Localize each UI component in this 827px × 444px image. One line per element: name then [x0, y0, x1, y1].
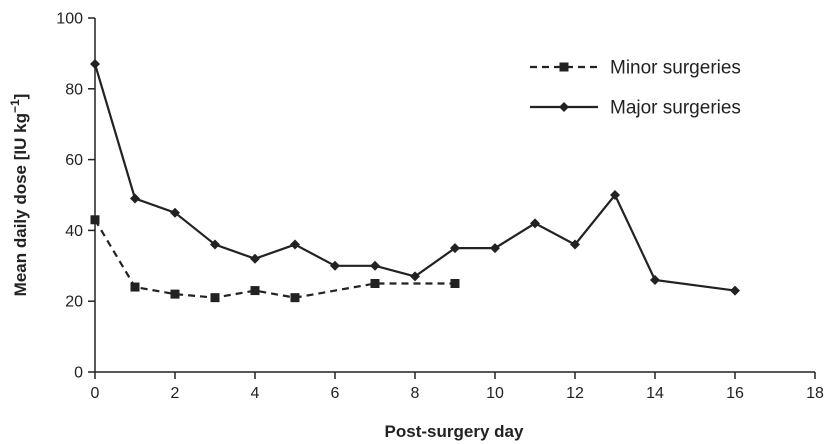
- axes: [94, 18, 815, 373]
- data-point-minor-surgeries: [450, 279, 460, 288]
- y-axis-title-close: ]: [11, 94, 30, 100]
- series-line-minor-surgeries: [94, 219, 455, 299]
- y-tick-label: 100: [56, 11, 83, 28]
- data-point-major-surgeries: [290, 239, 300, 250]
- y-tick-label: 80: [65, 81, 83, 98]
- data-point-major-surgeries: [530, 218, 540, 229]
- legend: Minor surgeries Major surgeries: [530, 58, 741, 119]
- data-point-minor-surgeries: [130, 282, 140, 292]
- data-point-minor-surgeries: [290, 293, 300, 303]
- y-tick-label: 20: [65, 294, 83, 311]
- data-point-major-surgeries: [450, 243, 460, 254]
- data-point-major-surgeries: [410, 271, 420, 282]
- data-point-major-surgeries: [570, 239, 580, 250]
- data-point-major-surgeries: [130, 193, 140, 204]
- x-tick-label: 6: [331, 385, 340, 402]
- x-tick-label: 0: [91, 385, 100, 402]
- data-point-minor-surgeries: [210, 293, 220, 303]
- series-layer: [90, 59, 740, 303]
- series-major-surgeries: [90, 59, 740, 296]
- x-tick-label: 14: [646, 385, 664, 402]
- data-point-major-surgeries: [170, 207, 180, 218]
- legend-label-minor-surgeries: Minor surgeries: [610, 58, 741, 79]
- ticks: 0 20 40 60 80 100 0 2 4 6 8 10 12 14 16 18: [56, 11, 824, 403]
- series-minor-surgeries: [90, 215, 460, 303]
- x-tick-label: 2: [171, 385, 180, 402]
- data-point-minor-surgeries: [170, 289, 180, 299]
- x-tick-label: 8: [411, 385, 420, 402]
- legend-label-major-surgeries: Major surgeries: [610, 98, 741, 119]
- x-tick-label: 4: [251, 385, 260, 402]
- y-axis-title-superscript: −1: [8, 99, 22, 113]
- x-tick-label: 18: [806, 385, 824, 402]
- x-tick-label: 12: [566, 385, 584, 402]
- legend-marker-major-surgeries: [559, 102, 569, 112]
- x-axis-title: Post-surgery day: [385, 422, 524, 441]
- data-point-major-surgeries: [650, 274, 660, 285]
- data-point-major-surgeries: [730, 285, 740, 296]
- y-axis-title: Mean daily dose [IU kg−1]: [8, 94, 30, 297]
- data-point-minor-surgeries: [250, 286, 260, 296]
- data-point-minor-surgeries: [90, 215, 100, 225]
- y-tick-label: 0: [74, 365, 83, 382]
- data-point-major-surgeries: [330, 260, 340, 271]
- data-point-major-surgeries: [250, 253, 260, 264]
- data-point-major-surgeries: [210, 239, 220, 250]
- y-tick-label: 60: [65, 152, 83, 169]
- y-axis-title-main: Mean daily dose [IU kg: [11, 113, 30, 296]
- series-line-major-surgeries: [93, 63, 736, 292]
- y-tick-label: 40: [65, 223, 83, 240]
- data-point-minor-surgeries: [370, 279, 380, 288]
- x-tick-label: 16: [726, 385, 744, 402]
- data-point-major-surgeries: [370, 260, 380, 271]
- data-point-major-surgeries: [90, 59, 100, 70]
- data-point-major-surgeries: [490, 243, 500, 254]
- legend-marker-minor-surgeries: [559, 62, 569, 72]
- x-tick-label: 10: [486, 385, 504, 402]
- data-point-major-surgeries: [610, 190, 620, 200]
